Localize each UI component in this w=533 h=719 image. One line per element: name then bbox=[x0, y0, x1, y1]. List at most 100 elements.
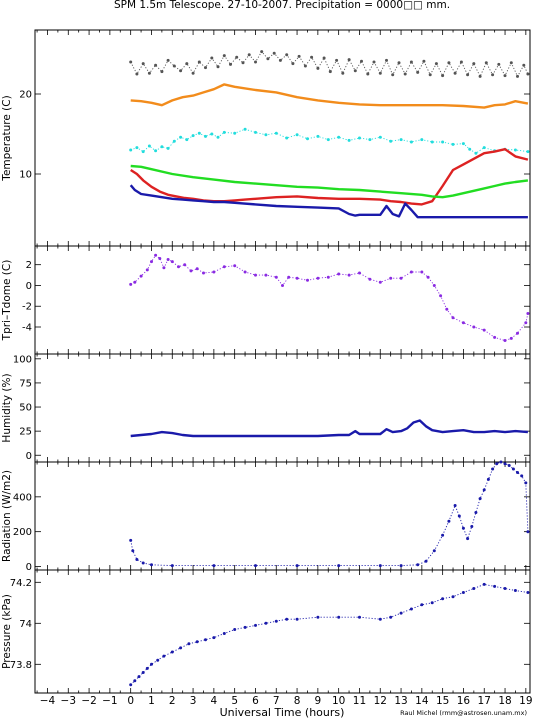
data-point-0-2-28 bbox=[358, 136, 361, 140]
data-point-0-2-26 bbox=[337, 135, 341, 139]
x-tick-label-7: 3 bbox=[190, 695, 197, 707]
y-axis-label-0: Temperature (C) bbox=[1, 95, 13, 181]
panel-frame bbox=[34, 29, 531, 247]
x-tick-label-9: 5 bbox=[231, 695, 238, 707]
x-tick-label-16: 12 bbox=[374, 695, 387, 707]
data-point-0-0-51 bbox=[447, 61, 451, 65]
x-tick-label-18: 14 bbox=[415, 695, 429, 707]
x-tick-label-17: 13 bbox=[394, 695, 407, 707]
data-point-0-0-38 bbox=[366, 72, 370, 76]
data-point-0-2-23 bbox=[306, 137, 309, 141]
series-line-2-0 bbox=[130, 419, 528, 438]
data-point-1-0-26 bbox=[316, 276, 320, 280]
y-tick-label-3-1: 200 bbox=[13, 527, 32, 538]
data-point-0-0-6 bbox=[166, 58, 170, 62]
data-point-3-0-33 bbox=[520, 474, 524, 478]
x-tick-label-1: −3 bbox=[61, 695, 76, 707]
data-point-0-2-13 bbox=[210, 132, 214, 136]
y-tick-label-0-0: 10 bbox=[19, 170, 32, 181]
data-point-4-0-16 bbox=[243, 625, 247, 629]
x-tick-label-6: 2 bbox=[169, 695, 176, 707]
data-point-4-0-11 bbox=[195, 640, 199, 644]
data-point-1-0-32 bbox=[378, 280, 382, 284]
x-tick-label-21: 17 bbox=[478, 695, 491, 707]
x-tick-label-8: 4 bbox=[211, 695, 218, 707]
series-line-0-3 bbox=[130, 147, 529, 206]
y-axis-label-4: Pressure (kPa) bbox=[1, 594, 13, 669]
y-tick-label-1-1: -2 bbox=[22, 302, 32, 313]
data-point-0-0-17 bbox=[235, 55, 239, 59]
data-point-1-0-42 bbox=[461, 321, 465, 325]
x-tick-label-3: −1 bbox=[102, 695, 117, 707]
x-tick-label-10: 6 bbox=[252, 695, 259, 707]
data-point-3-0-4 bbox=[150, 563, 153, 567]
data-point-4-0-24 bbox=[358, 615, 361, 619]
data-point-4-0-37 bbox=[503, 587, 507, 590]
series-trace-0-2 bbox=[130, 128, 528, 154]
data-point-3-0-35 bbox=[526, 530, 530, 534]
y-tick-label-2-4: 100 bbox=[13, 354, 32, 365]
x-tick-label-2: −2 bbox=[81, 695, 96, 707]
data-point-0-0-8 bbox=[179, 69, 183, 73]
data-point-4-0-32 bbox=[451, 595, 455, 599]
x-tick-label-12: 8 bbox=[294, 695, 301, 707]
data-point-1-0-28 bbox=[337, 272, 341, 276]
data-point-0-2-44 bbox=[513, 148, 517, 152]
data-point-3-0-21 bbox=[470, 525, 474, 528]
data-point-1-0-19 bbox=[254, 273, 257, 277]
data-point-0-2-41 bbox=[482, 146, 486, 150]
series-0-2 bbox=[129, 127, 530, 155]
series-trace-3-0 bbox=[130, 461, 529, 567]
data-point-0-2-37 bbox=[451, 142, 455, 146]
data-point-1-0-24 bbox=[295, 276, 299, 280]
x-tick-label-11: 7 bbox=[273, 695, 280, 707]
data-point-4-0-18 bbox=[264, 621, 268, 625]
series-trace-4-0 bbox=[130, 583, 528, 686]
data-point-0-0-24 bbox=[278, 58, 282, 62]
data-point-3-0-5 bbox=[170, 564, 174, 568]
y-tick-label-3-2: 400 bbox=[13, 492, 32, 503]
y-axis-label-2: Humidity (%) bbox=[1, 373, 13, 442]
x-tick-label-0: −4 bbox=[40, 695, 56, 707]
panels: 10 20 Temperature (C) -4 -2 0 2 Tpri–Tdome (C) 0… bbox=[1, 29, 531, 694]
x-tick-label-13: 9 bbox=[315, 695, 322, 707]
data-point-3-0-22 bbox=[474, 511, 478, 514]
data-point-1-0-3 bbox=[145, 268, 149, 272]
data-point-0-2-24 bbox=[316, 134, 320, 138]
x-tick-label-14: 10 bbox=[332, 695, 345, 707]
series-0-3 bbox=[130, 147, 529, 206]
y-tick-label-4-0: 73.8 bbox=[10, 660, 32, 671]
x-tick-label-19: 15 bbox=[436, 695, 449, 707]
data-point-3-0-8 bbox=[295, 564, 299, 568]
data-point-1-0-23 bbox=[287, 275, 291, 279]
y-tick-label-4-1: 74 bbox=[19, 619, 32, 630]
series-2-0 bbox=[130, 419, 528, 438]
series-1-0 bbox=[129, 253, 530, 342]
data-point-4-0-9 bbox=[179, 646, 183, 650]
series-line-0-1 bbox=[130, 83, 529, 109]
data-point-1-0-4 bbox=[150, 260, 153, 264]
y-tick-label-0-1: 20 bbox=[19, 90, 32, 101]
data-point-4-0-20 bbox=[285, 617, 289, 621]
data-point-0-2-15 bbox=[222, 130, 226, 134]
data-point-4-0-1 bbox=[133, 679, 137, 683]
data-point-4-0-26 bbox=[389, 615, 393, 619]
series-0-4 bbox=[130, 164, 529, 199]
series-line-0-4 bbox=[130, 164, 529, 199]
x-axis-label: Universal Time (hours) bbox=[220, 706, 345, 719]
series-0-0 bbox=[129, 50, 530, 78]
y-tick-label-4-2: 74.2 bbox=[10, 578, 32, 589]
y-tick-label-2-1: 25 bbox=[19, 427, 32, 438]
panel-4: 73.8 74 74.2 Pressure (kPa) bbox=[1, 569, 531, 694]
data-point-4-0-31 bbox=[441, 597, 445, 601]
series-trace-0-0 bbox=[130, 50, 529, 78]
data-point-0-0-50 bbox=[441, 74, 445, 78]
data-point-0-0-63 bbox=[522, 63, 526, 67]
x-tick-label-4: 0 bbox=[127, 695, 134, 707]
data-point-1-0-34 bbox=[399, 276, 403, 280]
data-point-1-0-2 bbox=[139, 274, 143, 278]
panel-frame bbox=[34, 353, 531, 463]
panel-frame bbox=[34, 245, 531, 355]
